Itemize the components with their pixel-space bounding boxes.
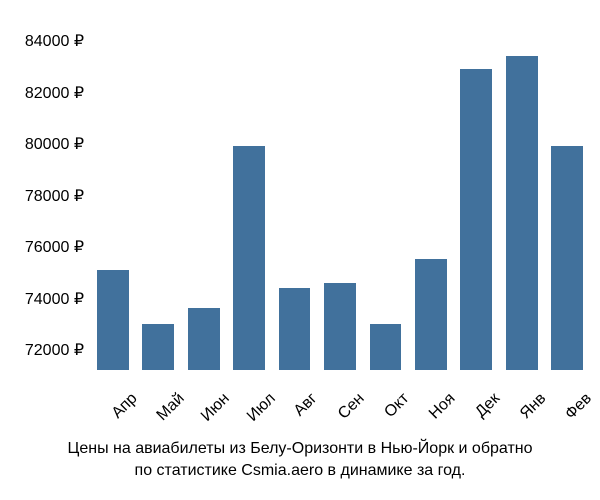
bar [324,283,356,370]
bar [188,308,220,370]
bar [97,270,129,370]
y-tick-label: 80000 ₽ [25,134,84,154]
bar [551,146,583,370]
y-tick-label: 84000 ₽ [25,31,84,51]
bar-slot [226,10,271,370]
y-tick-label: 74000 ₽ [25,289,84,309]
caption-line-2: по статистике Csmia.aero в динамике за г… [0,460,600,482]
x-tick-slot: Ноя [408,380,453,440]
bar-slot [545,10,590,370]
y-tick-label: 76000 ₽ [25,237,84,257]
bar [415,259,447,370]
price-chart: 72000 ₽ 74000 ₽ 76000 ₽ 78000 ₽ 80000 ₽ 82000… [0,10,600,370]
x-tick-slot: Авг [272,380,317,440]
x-tick-slot: Дек [454,380,499,440]
bars-group [90,10,590,370]
bar-slot [499,10,544,370]
bar-slot [363,10,408,370]
x-tick-slot: Июл [226,380,271,440]
x-tick-slot: Окт [363,380,408,440]
x-tick-slot: Фев [545,380,590,440]
plot-area [90,10,590,370]
y-axis: 72000 ₽ 74000 ₽ 76000 ₽ 78000 ₽ 80000 ₽ 82000… [0,10,90,370]
bar-slot [272,10,317,370]
x-tick-label: Фев [563,390,597,424]
x-tick-slot: Апр [90,380,135,440]
chart-caption: Цены на авиабилеты из Белу-Оризонти в Нь… [0,438,600,481]
bar [142,324,174,370]
y-tick-label: 72000 ₽ [25,340,84,360]
bar [460,69,492,370]
bar-slot [181,10,226,370]
y-tick-label: 82000 ₽ [25,83,84,103]
bar-slot [135,10,180,370]
bar [233,146,265,370]
bar-slot [454,10,499,370]
x-tick-slot: Май [135,380,180,440]
bar [506,56,538,370]
x-tick-slot: Июн [181,380,226,440]
bar [370,324,402,370]
bar-slot [90,10,135,370]
caption-line-1: Цены на авиабилеты из Белу-Оризонти в Нь… [0,438,600,460]
bar [279,288,311,370]
x-axis: АпрМайИюнИюлАвгСенОктНояДекЯнвФев [90,380,590,440]
x-tick-slot: Сен [317,380,362,440]
y-tick-label: 78000 ₽ [25,186,84,206]
x-tick-slot: Янв [499,380,544,440]
bar-slot [408,10,453,370]
bar-slot [317,10,362,370]
